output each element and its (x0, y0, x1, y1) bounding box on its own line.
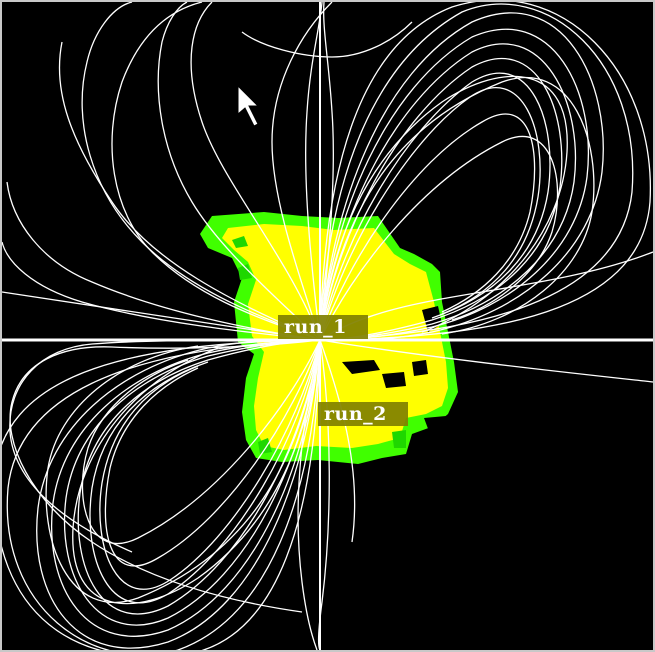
field-line (111, 2, 321, 341)
field-line (89, 339, 321, 604)
field-line (319, 2, 334, 341)
field-line (305, 2, 323, 341)
field-line (319, 113, 536, 341)
field-line (318, 339, 330, 650)
field-line (2, 339, 321, 650)
run-1-label[interactable]: run_1 (278, 315, 368, 339)
field-line (45, 339, 321, 604)
field-line (51, 339, 321, 637)
field-line (77, 339, 321, 615)
field-line (9, 339, 321, 553)
field-line (319, 3, 634, 341)
field-line (319, 72, 551, 341)
field-line (319, 76, 595, 341)
field-line (319, 28, 589, 341)
field-line (241, 21, 413, 58)
field-line (319, 12, 604, 341)
field-line (319, 43, 577, 341)
field-line (271, 2, 333, 341)
field-line (72, 339, 321, 605)
field-line (58, 41, 321, 341)
field-line (297, 339, 321, 650)
arrow-pointer-icon (237, 84, 260, 127)
field-line (319, 58, 563, 341)
field-line (319, 87, 541, 341)
surface-gap (342, 306, 450, 434)
field-line (104, 339, 321, 567)
field-line (63, 339, 321, 626)
field-line (319, 75, 568, 341)
field-line (319, 339, 356, 543)
field-line (190, 2, 321, 341)
run-2-label[interactable]: run_2 (318, 402, 408, 426)
field-line (99, 339, 321, 590)
field-line (319, 2, 651, 341)
field-line (157, 2, 321, 341)
field-line (6, 339, 321, 650)
field-line (319, 135, 559, 341)
field-line (6, 181, 321, 341)
